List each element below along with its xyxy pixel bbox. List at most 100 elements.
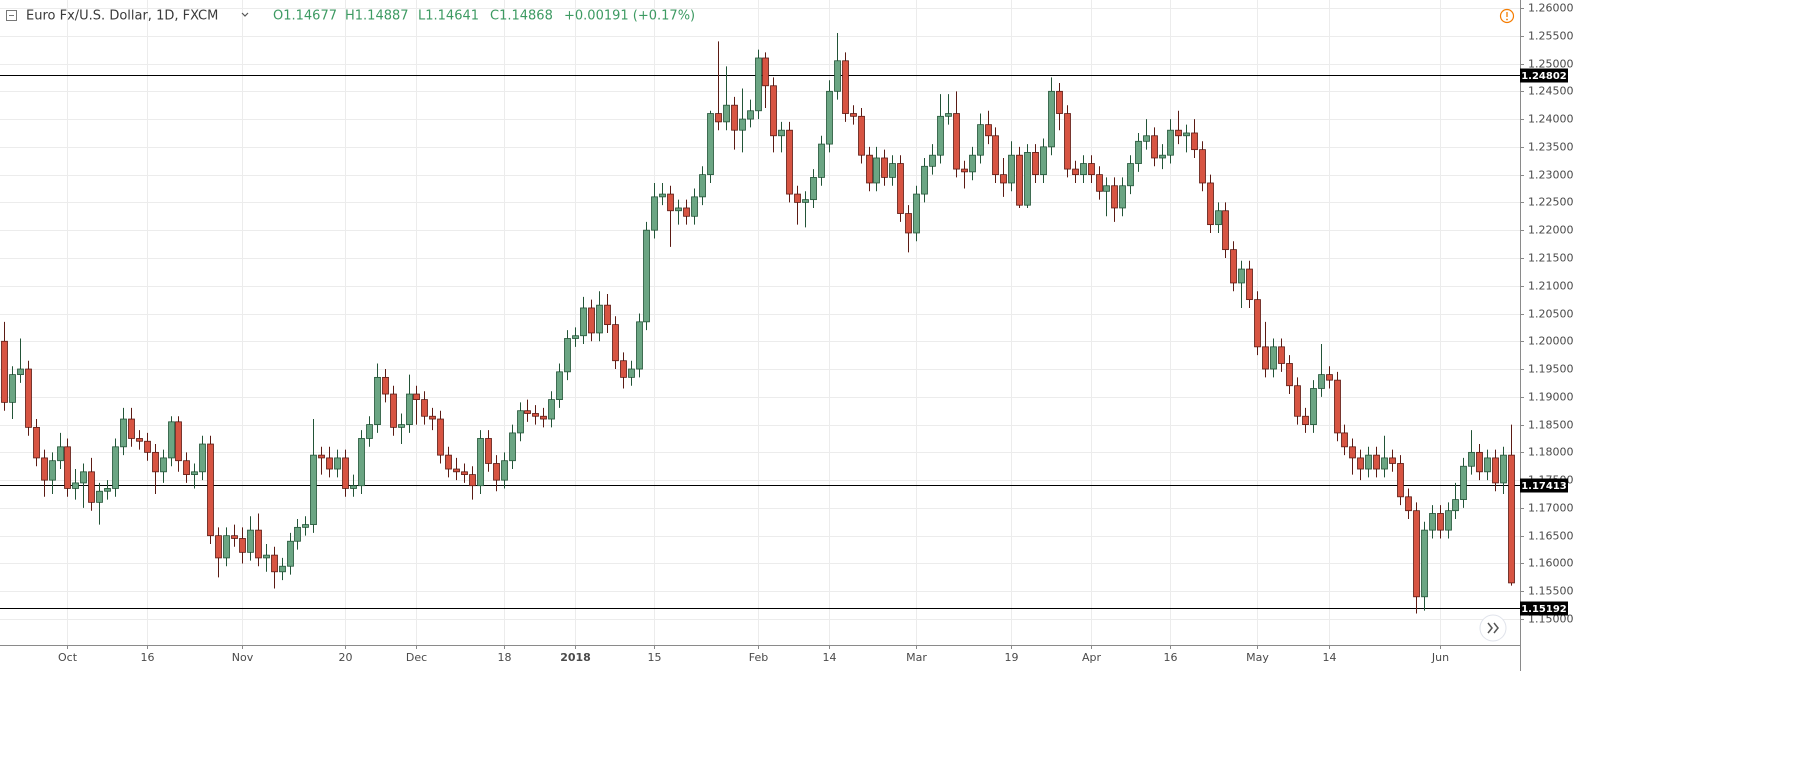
ohlc-value: C1.14868: [490, 9, 553, 24]
candle-body: [207, 443, 214, 537]
candle-body: [1429, 513, 1436, 531]
candle-body: [223, 535, 230, 559]
candle-body: [548, 399, 555, 420]
candle-body: [1064, 113, 1071, 170]
candle-body: [279, 565, 286, 573]
candle-body: [406, 393, 413, 425]
collapse-button[interactable]: [6, 10, 17, 21]
candle-body: [794, 193, 801, 203]
candle-body: [969, 154, 976, 173]
candle-body: [294, 526, 301, 542]
candle-body: [437, 418, 444, 456]
ohlc-header: O1.14677 H1.14887 L1.14641 C1.14868 +0.00191…: [273, 9, 695, 24]
y-tick-label: 1.20000: [1528, 335, 1574, 348]
candle-body: [1452, 499, 1459, 512]
candle-body: [1127, 163, 1134, 187]
y-tick-label: 1.16500: [1528, 530, 1574, 543]
candle-body: [1460, 465, 1467, 500]
candle-body: [334, 457, 341, 470]
candle-body: [747, 110, 754, 120]
scroll-button-circle[interactable]: [1479, 614, 1507, 642]
ohlc-value: O1.14677: [273, 9, 337, 24]
candle-body: [540, 415, 547, 420]
candle-body: [310, 454, 317, 525]
candle-body: [985, 124, 992, 137]
candle-body: [1500, 454, 1507, 484]
candle-body: [493, 463, 500, 481]
candle-body: [1262, 346, 1269, 370]
candle-body: [57, 446, 64, 462]
candle-body: [699, 174, 706, 198]
warning-icon[interactable]: [1499, 8, 1515, 24]
candle-body: [612, 324, 619, 362]
symbol-dropdown-caret[interactable]: [241, 12, 249, 17]
candle-body: [1421, 529, 1428, 598]
axes: 1.150001.155001.160001.165001.170001.175…: [58, 2, 1574, 665]
candle-body: [25, 368, 32, 428]
candle-body: [826, 90, 833, 145]
candle-body: [992, 135, 999, 176]
candle-body: [1111, 185, 1118, 209]
candle-body: [413, 393, 420, 400]
candle-body: [429, 415, 436, 420]
candle-body: [191, 471, 198, 475]
candle-body: [1318, 374, 1325, 389]
candle-body: [913, 193, 920, 234]
y-tick-label: 1.15500: [1528, 585, 1574, 598]
candle-body: [802, 199, 809, 203]
candle-body: [1048, 90, 1055, 148]
candle-body: [485, 438, 492, 464]
candle-body: [1349, 446, 1356, 459]
candle-body: [1207, 182, 1214, 226]
candle-body: [715, 113, 722, 123]
candle-body: [1024, 152, 1031, 206]
x-tick-label: Feb: [749, 651, 768, 664]
candle-body: [96, 490, 103, 503]
candle-body: [810, 177, 817, 201]
candle-body: [755, 57, 762, 112]
warning-circle[interactable]: [1499, 8, 1515, 24]
y-tick-label: 1.26000: [1528, 2, 1574, 15]
candle-body: [818, 143, 825, 178]
candle-body: [1096, 174, 1103, 192]
x-tick-label: 20: [339, 651, 353, 664]
candle-body: [1040, 146, 1047, 176]
candle-body: [144, 440, 151, 453]
scroll-chevron: [1493, 622, 1499, 634]
candle-body: [1159, 154, 1166, 159]
y-tick-label: 1.25000: [1528, 58, 1574, 71]
y-tick-label: 1.17000: [1528, 502, 1574, 515]
candle-body: [889, 163, 896, 178]
candle-body: [287, 540, 294, 567]
level-label: 1.24802: [1521, 71, 1567, 82]
candle-body: [1222, 210, 1229, 251]
candle-body: [501, 460, 508, 481]
collapse-box[interactable]: [6, 10, 17, 21]
candle-body: [112, 446, 119, 489]
candle-body: [834, 60, 841, 92]
level-label-box: [1520, 68, 1568, 83]
candle-body: [532, 413, 539, 417]
candle-body: [1381, 457, 1388, 470]
x-tick-label: Mar: [906, 651, 927, 664]
scroll-right-button[interactable]: [1479, 614, 1507, 642]
candle-body: [255, 529, 262, 559]
y-tick-label: 1.19000: [1528, 391, 1574, 404]
ohlc-value: +0.00191 (+0.17%): [564, 9, 695, 24]
candle-body: [136, 438, 143, 442]
candle-body: [770, 85, 777, 137]
candle-body: [1437, 513, 1444, 531]
candle-body: [881, 157, 888, 178]
candle-body: [929, 154, 936, 167]
level-label-box: [1520, 601, 1568, 616]
candle-body: [453, 468, 460, 473]
candle-body: [572, 335, 579, 339]
candle-body: [342, 457, 349, 489]
candle-body: [128, 418, 135, 439]
candle-body: [850, 113, 857, 117]
candle-body: [1294, 385, 1301, 417]
candle-body: [469, 474, 476, 487]
candle-body: [564, 338, 571, 373]
candle-body: [1, 340, 8, 403]
